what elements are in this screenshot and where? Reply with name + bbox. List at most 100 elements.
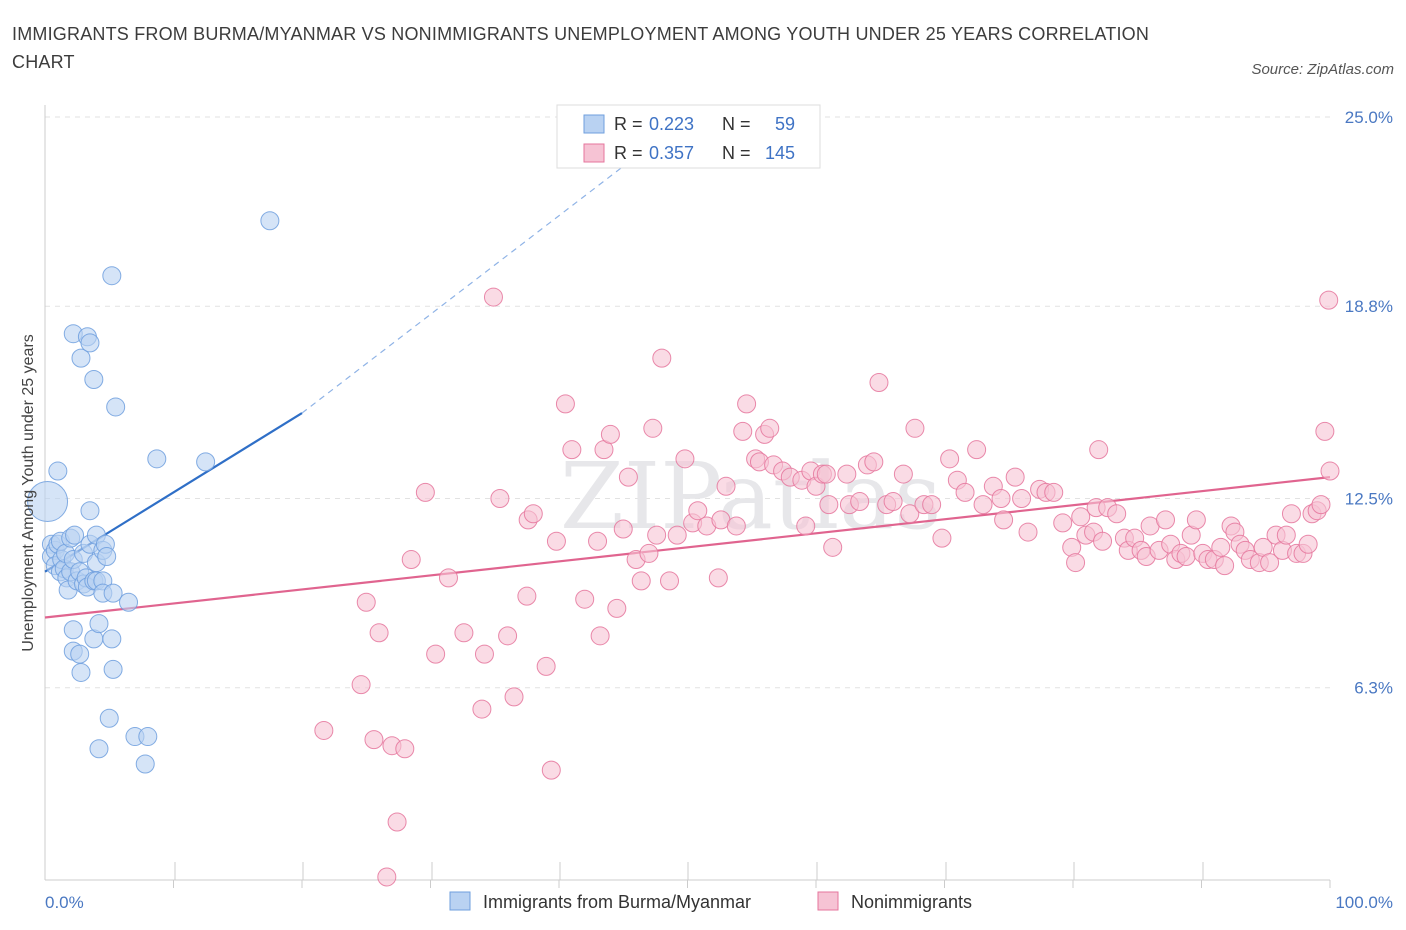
point-series-1-40 xyxy=(647,525,667,545)
x-tick-label-0: 0.0% xyxy=(45,893,84,912)
point-series-1-146 xyxy=(1319,290,1339,310)
point-series-1-30 xyxy=(590,626,610,646)
bottom-legend-label-1: Nonimmigrants xyxy=(851,892,972,912)
point-series-1-39 xyxy=(643,418,663,438)
point-series-1-62 xyxy=(796,516,816,536)
point-series-1-74 xyxy=(869,373,889,393)
point-series-1-71 xyxy=(850,492,870,512)
point-series-1-12 xyxy=(438,568,458,588)
point-series-1-16 xyxy=(483,287,503,307)
point-series-1-87 xyxy=(973,495,993,515)
point-series-1-134 xyxy=(1260,553,1280,573)
point-series-1-28 xyxy=(575,589,595,609)
tick-labels: 6.3% 12.5% 18.8% 25.0% 0.0% 100.0% xyxy=(45,108,1393,912)
point-series-1-32 xyxy=(600,424,620,444)
legend-r-label-0: R = xyxy=(614,114,643,134)
point-series-1-79 xyxy=(905,418,925,438)
point-series-0-51 xyxy=(102,266,122,286)
point-series-1-119 xyxy=(1176,546,1196,566)
point-series-1-19 xyxy=(504,687,524,707)
point-series-1-38 xyxy=(639,543,659,563)
y-tick-label-2: 18.8% xyxy=(1345,297,1393,316)
point-series-1-43 xyxy=(667,525,687,545)
point-series-1-27 xyxy=(562,440,582,460)
point-series-1-85 xyxy=(955,482,975,502)
point-series-0-46 xyxy=(97,546,117,566)
correlation-legend: R = 0.223 N = 59 R = 0.357 N = 145 xyxy=(556,104,821,169)
point-series-1-92 xyxy=(1012,489,1032,508)
point-series-0-48 xyxy=(102,629,122,649)
point-series-1-69 xyxy=(837,464,857,484)
point-series-0-24 xyxy=(71,348,91,368)
point-series-1-137 xyxy=(1276,525,1296,545)
point-series-1-3 xyxy=(364,730,384,750)
point-series-1-50 xyxy=(716,476,736,496)
point-series-0-41 xyxy=(89,614,109,634)
source-label: Source: ZipAtlas.com xyxy=(1251,61,1394,78)
point-series-1-26 xyxy=(555,394,575,414)
point-series-1-52 xyxy=(733,421,753,441)
point-series-0-49 xyxy=(103,659,123,679)
point-series-0-55 xyxy=(135,754,155,774)
point-series-1-86 xyxy=(967,440,987,460)
point-series-1-100 xyxy=(1071,507,1091,527)
point-series-0-27 xyxy=(71,662,91,682)
point-series-1-91 xyxy=(1005,467,1025,487)
legend-r-label-1: R = xyxy=(614,143,643,163)
point-series-1-82 xyxy=(932,528,952,548)
point-series-1-81 xyxy=(922,495,942,515)
point-series-1-115 xyxy=(1156,510,1176,530)
point-series-1-121 xyxy=(1186,510,1206,530)
point-series-1-4 xyxy=(369,623,389,643)
y-tick-label-0: 6.3% xyxy=(1354,679,1393,698)
legend-swatch-0 xyxy=(583,114,605,134)
point-series-1-89 xyxy=(991,489,1011,508)
point-series-0-40 xyxy=(89,739,109,759)
point-series-1-41 xyxy=(652,348,672,368)
point-series-1-78 xyxy=(900,504,920,524)
point-series-1-93 xyxy=(1018,522,1038,542)
point-series-1-2 xyxy=(356,592,376,612)
point-series-1-99 xyxy=(1066,553,1086,573)
point-series-1-42 xyxy=(660,571,680,591)
point-series-1-96 xyxy=(1044,482,1064,502)
bottom-legend-label-0: Immigrants from Burma/Myanmar xyxy=(483,892,751,912)
point-series-1-33 xyxy=(607,598,627,618)
point-series-0-56 xyxy=(138,727,158,747)
point-series-1-48 xyxy=(708,568,728,588)
point-series-1-46 xyxy=(688,501,708,521)
series-legend: Immigrants from Burma/Myanmar Nonimmigran… xyxy=(449,891,972,912)
point-series-1-29 xyxy=(588,531,608,551)
legend-n-value-0: 59 xyxy=(775,114,795,134)
point-series-1-145 xyxy=(1315,421,1335,441)
point-series-0-6 xyxy=(48,461,68,481)
y-tick-label-3: 25.0% xyxy=(1345,108,1393,127)
point-series-1-67 xyxy=(819,495,839,515)
point-series-1-57 xyxy=(760,418,780,438)
point-series-1-144 xyxy=(1311,495,1331,515)
point-series-1-24 xyxy=(541,760,561,780)
point-series-0-33 xyxy=(80,333,100,353)
legend-r-value-0: 0.223 xyxy=(649,114,694,134)
point-series-1-7 xyxy=(387,812,407,832)
point-series-1-5 xyxy=(377,867,397,887)
point-series-1-107 xyxy=(1107,504,1127,524)
point-series-0-58 xyxy=(196,452,216,472)
chart-title: IMMIGRANTS FROM BURMA/MYANMAR VS NONIMMI… xyxy=(12,20,1192,76)
point-series-0-34 xyxy=(84,369,104,389)
legend-n-label-0: N = xyxy=(722,114,751,134)
point-series-0-59 xyxy=(260,211,280,231)
point-series-0-18 xyxy=(63,620,83,640)
point-series-0-57 xyxy=(147,449,167,469)
point-series-1-141 xyxy=(1298,534,1318,554)
point-series-1-51 xyxy=(726,516,746,536)
point-series-1-73 xyxy=(864,452,884,472)
point-series-0-23 xyxy=(70,644,90,664)
chart-title-line-2: CHART xyxy=(12,52,75,72)
point-series-1-18 xyxy=(498,626,518,646)
chart-title-line-1: IMMIGRANTS FROM BURMA/MYANMAR VS NONIMMI… xyxy=(12,24,1150,44)
trend-extension-series-0 xyxy=(301,116,688,414)
trend-line-series-1 xyxy=(44,476,1331,619)
point-series-1-147 xyxy=(1320,461,1340,481)
point-series-1-13 xyxy=(454,623,474,643)
